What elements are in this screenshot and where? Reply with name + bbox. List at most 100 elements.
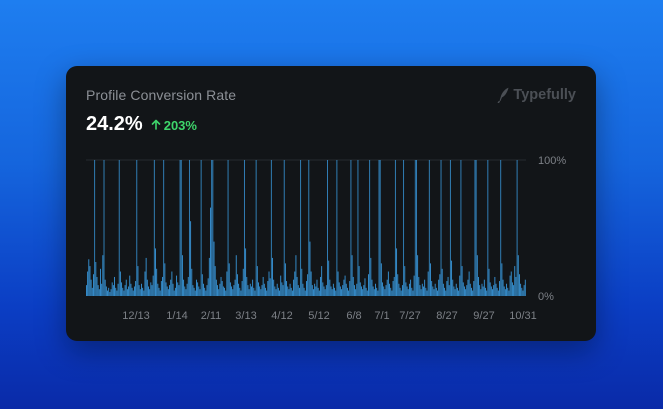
chart-bar <box>116 290 118 296</box>
chart-bar <box>463 286 465 296</box>
chart-bar <box>186 283 188 296</box>
arrow-up-icon <box>151 118 161 133</box>
chart-bar <box>310 271 312 296</box>
chart-bar <box>124 285 126 296</box>
x-tick-label: 6/8 <box>346 310 361 322</box>
chart-bar <box>356 283 358 296</box>
chart-bar <box>277 287 279 296</box>
chart-bar <box>214 266 216 296</box>
chart-bar <box>480 289 482 296</box>
chart-bar <box>308 160 310 296</box>
chart-bar <box>507 287 509 296</box>
chart-bar <box>229 282 231 296</box>
chart-bar <box>500 160 502 296</box>
metric-summary: 24.2% 203% <box>86 113 197 136</box>
chart-bar <box>183 279 185 296</box>
chart-bar <box>243 160 245 296</box>
chart-bar <box>111 282 113 296</box>
chart-bar <box>193 287 195 296</box>
x-tick-label: 4/12 <box>271 310 292 322</box>
chart-bar <box>405 282 407 296</box>
chart-bar <box>100 268 101 296</box>
chart-bar <box>199 289 201 296</box>
chart-bar <box>90 279 92 296</box>
chart-bar <box>320 276 321 296</box>
chart-bar <box>118 160 120 296</box>
chart-bar <box>365 287 367 296</box>
chart-bar <box>371 279 373 296</box>
chart-bar <box>452 279 454 296</box>
chart-bar <box>490 286 492 296</box>
chart-bar <box>279 290 280 296</box>
chart-bar <box>255 160 257 296</box>
chart-bar <box>466 285 468 296</box>
chart-bar <box>215 279 217 296</box>
chart-bar <box>103 160 105 296</box>
chart-bar <box>435 287 437 296</box>
chart-bar <box>219 283 221 296</box>
chart-bar <box>260 289 262 296</box>
x-tick-label: 5/12 <box>308 310 329 322</box>
x-tick-label: 3/13 <box>235 310 256 322</box>
chart-bar <box>447 276 449 296</box>
chart-bar <box>344 275 346 296</box>
chart-bar <box>438 279 440 296</box>
chart-bar <box>401 285 403 296</box>
chart-bar <box>178 285 180 296</box>
chart-bar <box>307 274 309 296</box>
delta-badge: 203% <box>151 118 197 133</box>
chart-bar <box>430 263 431 296</box>
chart-bar <box>416 160 417 296</box>
chart-bar <box>370 257 372 296</box>
chart-bar <box>458 290 460 296</box>
chart-bar <box>233 285 235 296</box>
chart-bar <box>471 287 472 296</box>
chart-bar <box>176 275 178 296</box>
chart-bar <box>232 289 234 296</box>
chart-bar <box>270 160 272 296</box>
chart-bar <box>391 290 393 296</box>
chart-bar <box>317 287 319 296</box>
chart-bar <box>125 279 127 296</box>
chart-bar <box>506 283 508 296</box>
chart-bar <box>91 287 93 296</box>
chart-bar <box>156 268 158 296</box>
chart-bar <box>497 290 499 296</box>
chart-bar <box>406 286 408 296</box>
chart-bar <box>151 285 153 296</box>
chart-bar <box>159 290 161 296</box>
chart-bar <box>400 290 402 296</box>
chart-bar <box>431 281 433 296</box>
chart-bar <box>141 283 142 296</box>
chart-bar <box>423 286 424 296</box>
chart-bar <box>289 283 291 296</box>
chart-bar <box>251 286 252 296</box>
chart-bar <box>254 290 256 296</box>
chart-bar <box>499 281 500 296</box>
chart-bar <box>179 160 181 296</box>
chart-bar <box>346 287 348 296</box>
chart-bar <box>222 286 224 296</box>
chart-bar <box>476 255 478 296</box>
chart-bar <box>160 281 162 296</box>
chart-bar <box>345 283 347 296</box>
chart-bar <box>343 279 345 296</box>
chart-bar <box>240 290 242 296</box>
chart-bar <box>192 285 194 296</box>
chart-bar <box>479 285 481 296</box>
chart-bar <box>101 283 103 296</box>
chart-bar <box>207 278 209 296</box>
chart-bar <box>492 289 493 296</box>
bars-group <box>86 160 526 296</box>
chart-bar <box>502 279 504 296</box>
chart-bar <box>303 287 305 296</box>
chart-bar <box>197 282 199 296</box>
y-tick-labels: 100% 0% <box>538 155 566 303</box>
chart-bar <box>382 282 383 296</box>
chart-bar <box>130 283 132 296</box>
chart-bar <box>521 287 523 296</box>
chart-bar <box>173 290 175 296</box>
chart-bar <box>413 275 415 296</box>
chart-bar <box>126 289 128 296</box>
x-tick-label: 7/1 <box>374 310 389 322</box>
